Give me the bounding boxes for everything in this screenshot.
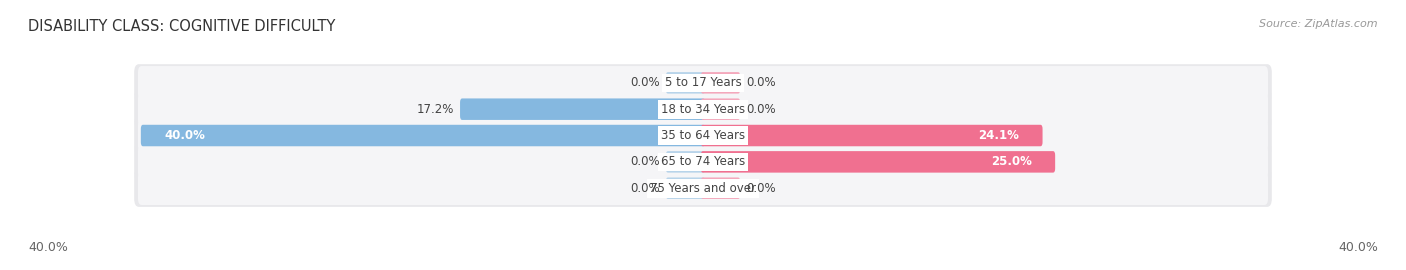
Text: 0.0%: 0.0% — [630, 76, 659, 89]
Text: 35 to 64 Years: 35 to 64 Years — [661, 129, 745, 142]
Text: 65 to 74 Years: 65 to 74 Years — [661, 155, 745, 168]
FancyBboxPatch shape — [138, 119, 1268, 152]
FancyBboxPatch shape — [700, 125, 1043, 146]
Text: 17.2%: 17.2% — [416, 103, 454, 116]
Text: 40.0%: 40.0% — [165, 129, 205, 142]
FancyBboxPatch shape — [135, 91, 1271, 127]
Text: 0.0%: 0.0% — [747, 103, 776, 116]
Text: Source: ZipAtlas.com: Source: ZipAtlas.com — [1260, 19, 1378, 29]
FancyBboxPatch shape — [138, 171, 1268, 205]
FancyBboxPatch shape — [700, 177, 740, 199]
FancyBboxPatch shape — [138, 66, 1268, 100]
FancyBboxPatch shape — [700, 72, 740, 94]
FancyBboxPatch shape — [135, 117, 1271, 154]
Text: 0.0%: 0.0% — [630, 155, 659, 168]
Text: 75 Years and over: 75 Years and over — [650, 182, 756, 195]
FancyBboxPatch shape — [135, 170, 1271, 206]
Text: DISABILITY CLASS: COGNITIVE DIFFICULTY: DISABILITY CLASS: COGNITIVE DIFFICULTY — [28, 19, 336, 34]
Legend: Male, Female: Male, Female — [641, 266, 765, 270]
FancyBboxPatch shape — [138, 92, 1268, 126]
FancyBboxPatch shape — [460, 99, 706, 120]
Text: 0.0%: 0.0% — [630, 182, 659, 195]
Text: 25.0%: 25.0% — [991, 155, 1032, 168]
Text: 0.0%: 0.0% — [747, 182, 776, 195]
FancyBboxPatch shape — [666, 72, 706, 94]
FancyBboxPatch shape — [141, 125, 706, 146]
FancyBboxPatch shape — [666, 177, 706, 199]
Text: 40.0%: 40.0% — [1339, 241, 1378, 254]
FancyBboxPatch shape — [135, 65, 1271, 101]
FancyBboxPatch shape — [700, 151, 1054, 173]
Text: 5 to 17 Years: 5 to 17 Years — [665, 76, 741, 89]
FancyBboxPatch shape — [666, 151, 706, 173]
FancyBboxPatch shape — [700, 99, 740, 120]
Text: 40.0%: 40.0% — [28, 241, 67, 254]
FancyBboxPatch shape — [138, 145, 1268, 179]
Text: 24.1%: 24.1% — [979, 129, 1019, 142]
Text: 0.0%: 0.0% — [747, 76, 776, 89]
Text: 18 to 34 Years: 18 to 34 Years — [661, 103, 745, 116]
FancyBboxPatch shape — [135, 144, 1271, 180]
